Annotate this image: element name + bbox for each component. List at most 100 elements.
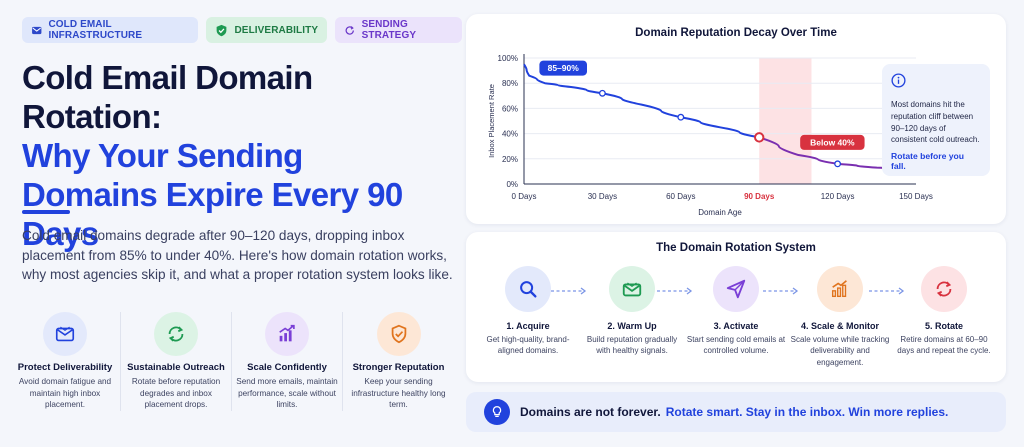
page-title: Cold Email Domain Rotation: Why Your Sen…: [22, 58, 462, 253]
y-tick-label: 100%: [498, 54, 518, 63]
step-desc: Start sending cold emails at controlled …: [686, 335, 786, 356]
x-tick-label: 30 Days: [588, 192, 617, 201]
tag-deliverability: DELIVERABILITY: [206, 17, 328, 43]
feature-desc: Rotate before reputation degrades and in…: [131, 377, 221, 409]
step-warm-up: 2. Warm Up Build reputation gradually wi…: [580, 266, 684, 368]
y-tick-label: 60%: [502, 104, 518, 113]
annotation-label: Below 40%: [810, 137, 855, 147]
feature-desc: Keep your sending infrastructure healthy…: [351, 377, 446, 409]
step-icon-circle: [713, 266, 759, 312]
annotation-label: 85–90%: [548, 63, 580, 73]
envelope-icon: [32, 26, 42, 34]
feature-title: Scale Confidently: [247, 362, 327, 373]
feature-protect-deliverability: Protect Deliverability Avoid domain fati…: [10, 312, 121, 411]
feature-icon-circle: [376, 312, 421, 356]
annotation-badge: [800, 134, 865, 150]
feature-sustainable-outreach: Sustainable Outreach Rotate before reput…: [121, 312, 232, 411]
refresh-icon: [345, 25, 355, 35]
step-activate: 3. Activate Start sending cold emails at…: [684, 266, 788, 368]
data-point: [598, 89, 606, 97]
info-icon: [891, 73, 906, 88]
feature-stronger-reputation: Stronger Reputation Keep your sending in…: [343, 312, 454, 411]
tag-cold-email-infrastructure: COLD EMAIL INFRASTRUCTURE: [22, 17, 199, 43]
feature-title: Stronger Reputation: [352, 362, 445, 373]
feature-title: Protect Deliverability: [17, 362, 113, 373]
title-line-4: Domains Expire Every 90 Days: [22, 176, 403, 252]
step-desc: Scale volume while tracking deliverabili…: [790, 335, 890, 367]
rotation-title: The Domain Rotation System: [656, 242, 816, 254]
step-arrow: [869, 287, 905, 295]
step-acquire: 1. Acquire Get high-quality, brand-align…: [476, 266, 580, 368]
banner-text-accent: Rotate smart. Stay in the inbox. Win mor…: [665, 405, 949, 419]
annotation-badge: [539, 60, 587, 76]
intro-paragraph: Cold email domains degrade after 90–120 …: [22, 228, 453, 282]
y-tick-label: 0%: [506, 180, 518, 189]
feature-desc: Avoid domain fatigue and maintain high i…: [18, 377, 112, 409]
x-tick-label: 60 Days: [666, 192, 695, 201]
bottom-banner: Domains are not forever. Rotate smart. S…: [466, 392, 1006, 432]
step-icon-circle: [817, 266, 863, 312]
envelope-icon: [622, 282, 642, 297]
feature-list: Protect Deliverability Avoid domain fati…: [10, 312, 454, 411]
step-title: 1. Acquire: [506, 321, 550, 331]
lightbulb-glyph: [492, 406, 502, 417]
step-desc: Get high-quality, brand-aligned domains.: [486, 335, 570, 356]
callout-cta: Rotate before you fall.: [891, 151, 965, 172]
lightbulb-icon: [484, 399, 510, 425]
feature-scale-confidently: Scale Confidently Send more emails, main…: [232, 312, 343, 411]
envelope-icon: [55, 326, 75, 342]
cliff-marker: [754, 132, 765, 143]
step-title: 3. Activate: [713, 321, 759, 331]
step-title: 5. Rotate: [924, 321, 963, 331]
tag-label: COLD EMAIL INFRASTRUCTURE: [48, 19, 143, 41]
reputation-decay-chart-card: Domain Reputation Decay Over Time 0% 20% 4…: [466, 14, 1006, 224]
x-tick-label: 90 Days: [744, 192, 775, 201]
highlight-band: [759, 58, 812, 184]
step-arrow: [551, 287, 587, 295]
step-desc: Build reputation gradually with healthy …: [586, 335, 678, 356]
step-rotate: 5. Rotate Retire domains at 60–90 days a…: [892, 266, 996, 368]
step-icon-circle: [609, 266, 655, 312]
feature-desc: Send more emails, maintain performance, …: [236, 377, 338, 409]
tag-label: SENDING STRATEGY: [361, 19, 417, 41]
banner-text-primary: Domains are not forever.: [520, 405, 661, 419]
x-tick-label: 120 Days: [821, 192, 855, 201]
step-title: 4. Scale & Monitor: [800, 321, 880, 331]
tag-sending-strategy: SENDING STRATEGY: [335, 17, 462, 43]
bar-chart-up-icon: [831, 280, 847, 298]
domain-rotation-system-card: The Domain Rotation System 1. Acquire Ge…: [466, 232, 1006, 382]
shield-check-icon: [391, 324, 406, 344]
y-axis-label: Inbox Placement Rate: [487, 84, 496, 158]
step-arrow: [763, 287, 799, 295]
rotation-steps: 1. Acquire Get high-quality, brand-align…: [476, 266, 996, 368]
paper-plane-icon: [726, 279, 746, 299]
title-line-1: Cold Email Domain: [22, 59, 313, 96]
reputation-decay-chart: 0% 20% 40% 60% 80% 100% 0 Days 30 Days 60 Days 90…: [487, 54, 933, 217]
tag-label: DELIVERABILITY: [234, 24, 319, 36]
refresh-icon: [936, 281, 952, 297]
step-icon-circle: [921, 266, 967, 312]
x-tick-label: 0 Days: [512, 192, 537, 201]
title-underline: [22, 210, 70, 214]
reputation-cliff-callout: Most domains hit the reputation cliff be…: [882, 64, 990, 176]
step-title: 2. Warm Up: [607, 321, 657, 331]
hero-section: COLD EMAIL INFRASTRUCTURE DELIVERABILITY…: [0, 0, 462, 447]
search-icon: [520, 281, 537, 298]
data-point: [834, 160, 842, 168]
title-line-2: Rotation:: [22, 98, 162, 135]
title-line-3: Why Your Sending: [22, 137, 303, 174]
x-axis-label: Domain Age: [698, 208, 742, 217]
y-tick-label: 20%: [502, 155, 518, 164]
y-tick-label: 40%: [502, 130, 518, 139]
shield-check-icon: [217, 24, 227, 36]
feature-icon-circle: [265, 312, 309, 356]
feature-icon-circle: [43, 312, 87, 356]
tag-row: COLD EMAIL INFRASTRUCTURE DELIVERABILITY…: [22, 17, 462, 43]
feature-icon-circle: [154, 312, 198, 356]
step-icon-circle: [505, 266, 551, 312]
step-desc: Retire domains at 60–90 days and repeat …: [897, 335, 991, 356]
feature-title: Sustainable Outreach: [127, 362, 225, 373]
callout-text: Most domains hit the reputation cliff be…: [891, 100, 980, 145]
y-tick-label: 80%: [502, 79, 518, 88]
data-point: [677, 113, 685, 121]
